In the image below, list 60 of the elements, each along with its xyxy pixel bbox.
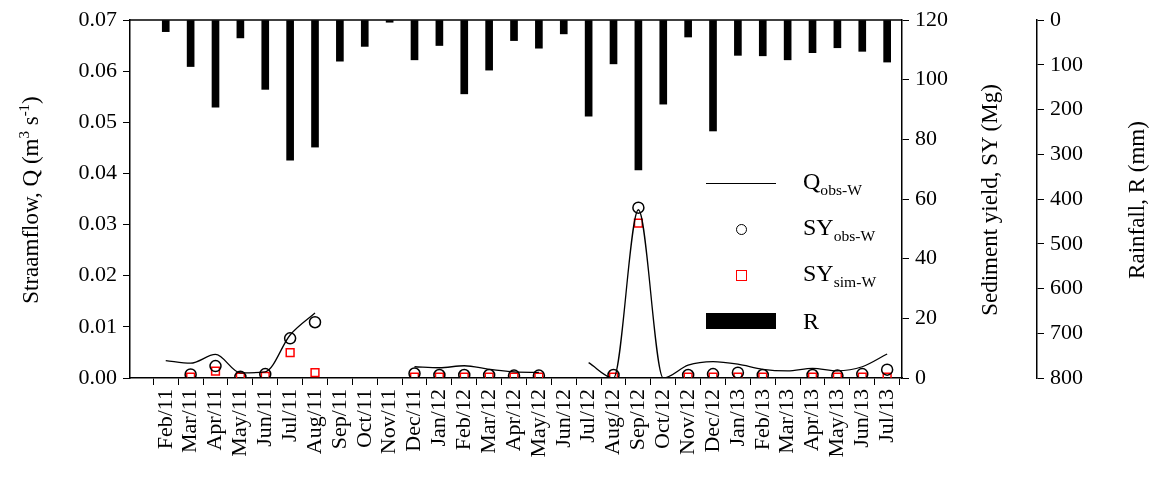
legend-label: SY$_{sim-W}$	[803, 259, 877, 291]
x-tick-label: Jan/12	[425, 389, 451, 447]
x-tick-label: Jul/11	[275, 389, 301, 442]
x-tick-label: Mar/12	[474, 389, 500, 454]
x-tick-label: May/12	[524, 389, 550, 458]
y3-tick-label: 600	[1050, 274, 1083, 300]
x-tick-label: Dec/11	[400, 389, 426, 452]
y3-tick-label: 800	[1050, 363, 1083, 389]
x-tick-label: May/13	[823, 389, 849, 458]
x-tick-label: Nov/12	[673, 389, 699, 455]
x-tick-label: Nov/11	[375, 389, 401, 455]
y-tick-label: 0.06	[78, 56, 117, 82]
y2-axis-title: Sediment yield, SY (Mg)	[977, 84, 1003, 316]
y3-tick-label: 100	[1050, 50, 1083, 76]
x-tick-label: Feb/13	[748, 389, 774, 451]
y-tick-label: 0.07	[78, 5, 117, 31]
x-tick-label: Jan/13	[723, 389, 749, 447]
y3-tick-label: 400	[1050, 184, 1083, 210]
y2-tick-label: 80	[915, 125, 937, 151]
x-tick-label: Aug/12	[599, 389, 625, 455]
y-tick-label: 0.00	[78, 363, 117, 389]
y2-tick-label: 20	[915, 304, 937, 330]
legend-label: R	[803, 307, 820, 335]
y3-tick-label: 700	[1050, 319, 1083, 345]
x-tick-label: Jul/12	[574, 389, 600, 443]
y2-tick-label: 40	[915, 244, 937, 270]
x-tick-label: Feb/12	[450, 389, 476, 451]
x-tick-label: Oct/11	[350, 389, 376, 449]
y3-axis-title: Rainfall, R (mm)	[1124, 121, 1150, 279]
legend-label: SY$_{obs-W}$	[803, 213, 876, 245]
x-tick-label: Apr/12	[499, 389, 525, 452]
y2-tick-label: 0	[915, 363, 926, 389]
y2-tick-label: 100	[915, 65, 948, 91]
y3-tick-label: 0	[1050, 5, 1061, 31]
y3-tick-label: 200	[1050, 95, 1083, 121]
y3-tick-label: 500	[1050, 229, 1083, 255]
x-tick-label: Sep/11	[325, 389, 351, 450]
y-tick-label: 0.03	[78, 210, 117, 236]
x-tick-label: Aug/11	[300, 389, 326, 455]
x-tick-label: May/11	[226, 389, 252, 457]
y-tick-label: 0.02	[78, 261, 117, 287]
y2-tick-label: 60	[915, 184, 937, 210]
x-tick-label: Jun/13	[848, 389, 874, 448]
y-tick-label: 0.01	[78, 312, 117, 338]
x-tick-label: Apr/13	[798, 389, 824, 452]
x-tick-label: Jun/12	[549, 389, 575, 448]
x-tick-label: Feb/11	[151, 389, 177, 450]
legend-label: Q$_{obs-W}$	[803, 167, 862, 199]
x-tick-label: Oct/12	[649, 389, 675, 449]
x-tick-label: Sep/12	[624, 389, 650, 451]
y2-tick-label: 120	[915, 5, 948, 31]
y-tick-label: 0.05	[78, 108, 117, 134]
y3-tick-label: 300	[1050, 140, 1083, 166]
x-tick-label: Mar/13	[773, 389, 799, 454]
y-tick-label: 0.04	[78, 159, 117, 185]
x-tick-label: Apr/11	[201, 389, 227, 451]
x-tick-label: Dec/12	[698, 389, 724, 453]
x-tick-label: Jun/11	[251, 389, 277, 447]
x-tick-label: Jul/13	[872, 389, 898, 443]
x-tick-label: Mar/11	[176, 389, 202, 453]
